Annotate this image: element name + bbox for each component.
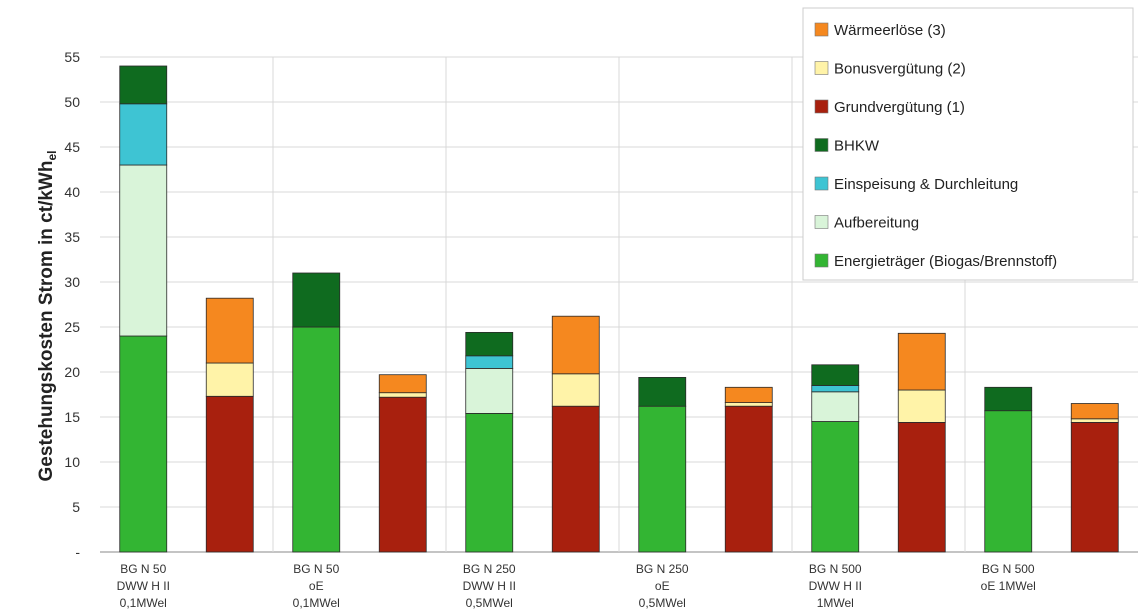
- y-tick-label: 30: [64, 274, 80, 290]
- bar-segment: [638, 376, 687, 407]
- bar-segment: [551, 373, 600, 407]
- bar-segment: [205, 395, 254, 553]
- bar-segment: [551, 315, 600, 375]
- y-tick-label: 35: [64, 229, 80, 245]
- x-category-label: DWW H II: [117, 579, 170, 593]
- y-axis-label-main: Gestehungskosten Strom in ct/kWh: [36, 161, 57, 482]
- bar-segment: [205, 297, 254, 364]
- y-tick-label: 25: [64, 319, 80, 335]
- bar-segment: [119, 164, 168, 337]
- x-category-label: 1MWel: [817, 596, 854, 610]
- x-category-label: 0,1MWel: [120, 596, 167, 610]
- bar-segment: [292, 326, 341, 553]
- bar-segment: [465, 331, 514, 357]
- x-category-label: BG N 50: [120, 562, 166, 576]
- y-axis-label: Gestehungskosten Strom in ct/kWhel: [36, 151, 59, 482]
- legend-swatch: [814, 215, 829, 229]
- bar-segment: [119, 65, 168, 105]
- legend-label: Wärmeerlöse (3): [834, 22, 946, 39]
- y-tick-label: 10: [64, 454, 80, 470]
- bar-segment: [724, 405, 773, 553]
- bar-segment: [724, 386, 773, 403]
- bar-segment: [465, 412, 514, 553]
- bar-segment: [638, 405, 687, 553]
- legend-swatch: [814, 138, 829, 152]
- bar-segment: [1070, 403, 1119, 420]
- x-category-label: 0,5MWel: [639, 596, 686, 610]
- legend-swatch: [814, 176, 829, 191]
- x-category-label: oE 1MWel: [981, 579, 1036, 593]
- bar-segment: [811, 391, 860, 422]
- bar-segment: [205, 362, 254, 397]
- y-tick-label: -: [75, 544, 80, 560]
- bar-segment: [465, 355, 514, 369]
- legend-label: Energieträger (Biogas/Brennstoff): [834, 253, 1057, 270]
- x-category-label: BG N 500: [982, 562, 1035, 576]
- bar-segment: [119, 103, 168, 166]
- y-tick-label: 15: [64, 409, 80, 425]
- x-category-label: 0,1MWel: [293, 596, 340, 610]
- y-axis-label-subscript: el: [45, 151, 59, 161]
- legend-swatch: [814, 61, 829, 75]
- x-category-label: oE: [309, 579, 324, 593]
- x-category-label: BG N 50: [293, 562, 339, 576]
- bar-segment: [1070, 418, 1119, 423]
- bar-segment: [465, 367, 514, 414]
- y-tick-label: 50: [64, 94, 80, 110]
- bar-segment: [119, 335, 168, 553]
- bar-segment: [378, 392, 427, 398]
- y-tick-label: 20: [64, 364, 80, 380]
- bar-segment: [811, 385, 860, 393]
- y-tick-label: 55: [64, 49, 80, 65]
- legend: Wärmeerlöse (3) Bonusvergütung (2) Grundve…: [802, 7, 1134, 281]
- bar-segment: [1070, 421, 1119, 553]
- y-axis: - 5 10 15 20 25 30 35 40 45 50 55: [64, 49, 80, 560]
- y-tick-label: 5: [72, 499, 80, 515]
- grid-lines: [100, 56, 1138, 553]
- x-category-label: oE: [655, 579, 670, 593]
- bar-segment: [897, 332, 946, 391]
- y-tick-label: 40: [64, 184, 80, 200]
- legend-box: [802, 7, 1134, 281]
- x-axis: BG N 50 DWW H II 0,1MWel BG N 50 oE 0,1MWel BG…: [117, 562, 1036, 610]
- x-category-label: DWW H II: [809, 579, 862, 593]
- legend-label: Grundvergütung (1): [834, 99, 965, 116]
- legend-label: Bonusvergütung (2): [834, 61, 966, 78]
- legend-swatch: [814, 22, 829, 37]
- bars: [119, 65, 1119, 553]
- bar-segment: [984, 410, 1033, 553]
- x-category-label: 0,5MWel: [466, 596, 513, 610]
- legend-label: Aufbereitung: [834, 215, 919, 232]
- x-category-label: BG N 250: [463, 562, 516, 576]
- y-tick-label: 45: [64, 139, 80, 155]
- legend-label: Einspeisung & Durchleitung: [834, 176, 1018, 193]
- bar-segment: [897, 421, 946, 553]
- x-category-label: BG N 250: [636, 562, 689, 576]
- bar-segment: [811, 421, 860, 553]
- bar-segment: [378, 374, 427, 394]
- bar-segment: [984, 386, 1033, 412]
- bar-segment: [378, 396, 427, 553]
- legend-swatch: [814, 99, 829, 114]
- legend-swatch: [814, 253, 829, 268]
- bar-segment: [292, 272, 341, 328]
- legend-label: BHKW: [834, 138, 880, 155]
- bar-segment: [897, 389, 946, 423]
- x-category-label: BG N 500: [809, 562, 862, 576]
- bar-segment: [811, 364, 860, 386]
- bar-segment: [551, 405, 600, 553]
- x-category-label: DWW H II: [463, 579, 516, 593]
- bar-segment: [724, 402, 773, 407]
